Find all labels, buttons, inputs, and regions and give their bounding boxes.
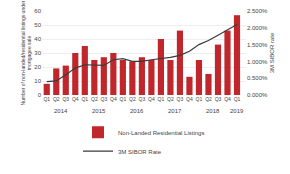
svg-text:2016: 2016: [130, 108, 144, 114]
svg-text:2019: 2019: [230, 108, 244, 114]
svg-text:2.000%: 2.000%: [247, 25, 268, 31]
svg-text:Q1: Q1: [196, 96, 203, 102]
svg-text:Q2: Q2: [167, 96, 174, 102]
svg-text:Q3: Q3: [62, 96, 69, 102]
svg-text:30: 30: [34, 50, 41, 56]
svg-text:1.000%: 1.000%: [247, 59, 268, 65]
svg-text:Q3: Q3: [139, 96, 146, 102]
svg-text:Q4: Q4: [224, 96, 231, 102]
svg-text:2015: 2015: [92, 108, 106, 114]
svg-text:40: 40: [34, 36, 41, 42]
svg-text:3M SIBOR Rate: 3M SIBOR Rate: [118, 149, 162, 155]
svg-text:Q4: Q4: [148, 96, 155, 102]
svg-text:Q2: Q2: [205, 96, 212, 102]
svg-text:Number of non-landed/residenti: Number of non-landed/residential listing…: [20, 0, 33, 105]
svg-text:Q4: Q4: [72, 96, 79, 102]
svg-text:1.500%: 1.500%: [247, 42, 268, 48]
svg-text:2017: 2017: [168, 108, 182, 114]
svg-text:3M SIBOR rate: 3M SIBOR rate: [269, 32, 275, 73]
svg-text:Q1: Q1: [81, 96, 88, 102]
svg-text:0.000%: 0.000%: [247, 92, 268, 98]
svg-text:Q2: Q2: [53, 96, 60, 102]
svg-text:Q4: Q4: [186, 96, 193, 102]
svg-text:Q1: Q1: [234, 96, 241, 102]
svg-text:50: 50: [34, 22, 41, 28]
svg-text:Q1: Q1: [43, 96, 50, 102]
svg-text:Q3: Q3: [100, 96, 107, 102]
svg-text:Q3: Q3: [215, 96, 222, 102]
svg-text:0: 0: [38, 92, 42, 98]
svg-text:Q2: Q2: [91, 96, 98, 102]
svg-text:2018: 2018: [206, 108, 220, 114]
svg-text:Q2: Q2: [129, 96, 136, 102]
svg-text:10: 10: [34, 78, 41, 84]
svg-text:60: 60: [34, 8, 41, 14]
svg-text:2014: 2014: [54, 108, 68, 114]
svg-text:2.500%: 2.500%: [247, 8, 268, 14]
svg-text:Non-Landed Residential Listing: Non-Landed Residential Listings: [118, 130, 204, 136]
svg-text:0.500%: 0.500%: [247, 75, 268, 81]
svg-text:Q1: Q1: [120, 96, 127, 102]
svg-text:Q3: Q3: [177, 96, 184, 102]
svg-text:Q4: Q4: [110, 96, 117, 102]
svg-text:20: 20: [34, 64, 41, 70]
svg-text:Q1: Q1: [158, 96, 165, 102]
